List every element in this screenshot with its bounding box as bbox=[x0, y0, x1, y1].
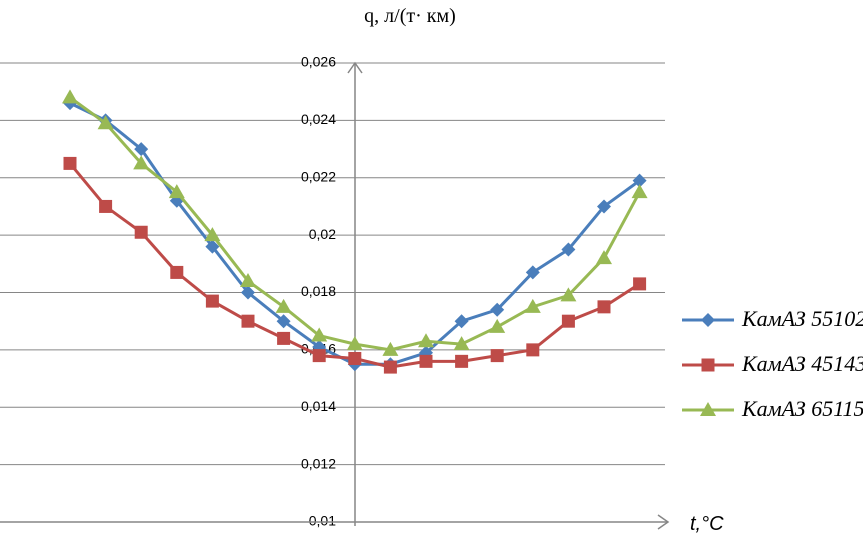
x-axis-arrow bbox=[657, 514, 670, 530]
data-point bbox=[561, 242, 576, 257]
data-point bbox=[63, 156, 77, 170]
legend-label: КамАЗ 55102 bbox=[741, 306, 863, 331]
y-tick-label: 0,018 bbox=[301, 283, 336, 299]
data-point bbox=[204, 227, 221, 242]
data-point bbox=[597, 300, 611, 314]
y-axis-arrow bbox=[347, 61, 363, 74]
data-point bbox=[205, 294, 219, 308]
y-tick-label: 0,022 bbox=[301, 168, 336, 184]
data-point bbox=[561, 314, 575, 328]
data-point bbox=[490, 302, 505, 317]
y-tick-label: 0,02 bbox=[309, 226, 336, 242]
y-tick-label: 0,026 bbox=[301, 54, 336, 70]
data-point bbox=[99, 199, 113, 213]
data-point bbox=[597, 199, 611, 214]
data-point bbox=[382, 341, 399, 356]
y-tick-label: 0,01 bbox=[309, 513, 336, 529]
data-point bbox=[560, 287, 577, 302]
data-point bbox=[454, 314, 469, 329]
y-tick-label: 0,024 bbox=[301, 111, 336, 127]
data-point bbox=[277, 331, 291, 345]
legend-label: КамАЗ 45143 bbox=[741, 351, 863, 376]
legend-marker bbox=[701, 358, 715, 372]
data-point bbox=[205, 239, 220, 254]
data-point bbox=[526, 343, 540, 357]
data-point bbox=[346, 336, 363, 351]
y-tick-label: 0,012 bbox=[301, 455, 336, 471]
y-tick-label: 0,014 bbox=[301, 398, 336, 414]
data-point bbox=[633, 277, 647, 291]
data-point bbox=[276, 314, 291, 329]
data-point bbox=[490, 349, 504, 363]
data-point bbox=[62, 89, 78, 104]
data-point bbox=[348, 351, 362, 365]
data-point bbox=[453, 336, 470, 351]
data-point bbox=[632, 173, 647, 188]
data-point bbox=[240, 273, 256, 288]
legend-marker bbox=[701, 313, 715, 327]
data-point bbox=[631, 184, 648, 199]
data-point bbox=[596, 250, 612, 265]
x-axis-title: t,°C bbox=[690, 513, 724, 533]
data-point bbox=[241, 314, 255, 328]
data-point bbox=[241, 285, 255, 300]
data-point bbox=[97, 115, 114, 130]
data-point bbox=[455, 354, 469, 368]
data-point bbox=[312, 349, 326, 363]
data-point bbox=[170, 265, 184, 279]
data-point bbox=[133, 155, 150, 170]
y-axis-title: q, л/(т· км) bbox=[364, 5, 456, 27]
legend-label: КамАЗ 65115 bbox=[741, 396, 863, 421]
data-point bbox=[419, 354, 433, 368]
data-point bbox=[134, 142, 149, 157]
data-point bbox=[383, 360, 397, 374]
data-point bbox=[134, 225, 148, 239]
data-point bbox=[524, 298, 541, 313]
legend-marker bbox=[700, 402, 716, 416]
data-point bbox=[311, 327, 328, 342]
data-point bbox=[525, 265, 540, 280]
data-point bbox=[275, 298, 292, 313]
data-point bbox=[168, 184, 185, 199]
data-point bbox=[418, 333, 434, 348]
data-point bbox=[489, 318, 506, 333]
